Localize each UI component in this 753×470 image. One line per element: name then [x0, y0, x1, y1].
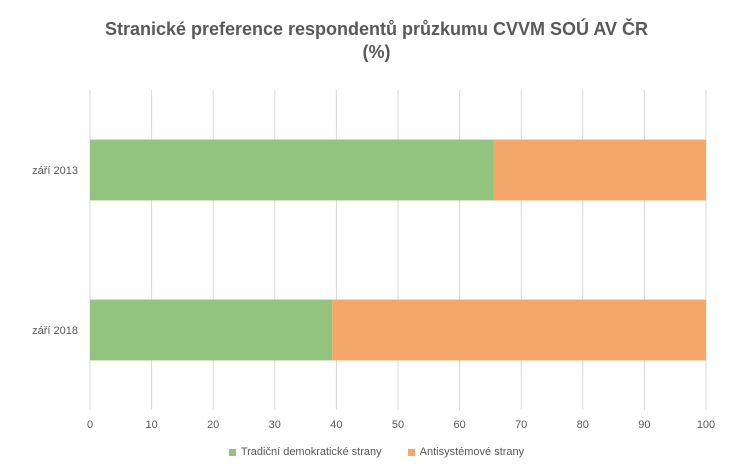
x-tick-label: 70 [515, 419, 527, 431]
chart-title-line-1: Stranické preference respondentů průzkum… [104, 19, 649, 39]
chart-title: Stranické preference respondentů průzkum… [0, 18, 753, 64]
bar-1-0 [493, 139, 706, 201]
x-tick-label: 50 [392, 419, 404, 431]
x-tick-label: 20 [207, 419, 219, 431]
legend-item-antisystem: Antisystémové strany [407, 446, 525, 458]
x-tick-label: 60 [453, 419, 465, 431]
category-label: září 2013 [32, 165, 78, 177]
category-label: září 2018 [32, 325, 78, 337]
x-tick-label: 40 [330, 419, 342, 431]
bar-0-1 [90, 299, 333, 361]
bar-0-0 [90, 139, 494, 201]
legend: Tradiční demokratické strany Antisystémo… [0, 446, 753, 458]
x-tick-label: 80 [577, 419, 589, 431]
legend-item-traditional: Tradiční demokratické strany [228, 446, 382, 458]
x-tick-label: 90 [638, 419, 650, 431]
x-tick-label: 10 [145, 419, 157, 431]
legend-label-traditional: Tradiční demokratické strany [240, 446, 382, 458]
x-tick-label: 0 [87, 419, 93, 431]
bar-1-1 [332, 299, 706, 361]
x-tick-label: 30 [269, 419, 281, 431]
legend-swatch-antisystem [407, 448, 415, 456]
legend-label-antisystem: Antisystémové strany [419, 446, 525, 458]
chart-title-line-2: (%) [362, 42, 391, 62]
legend-swatch-traditional [228, 448, 236, 456]
x-tick-label: 100 [697, 419, 715, 431]
